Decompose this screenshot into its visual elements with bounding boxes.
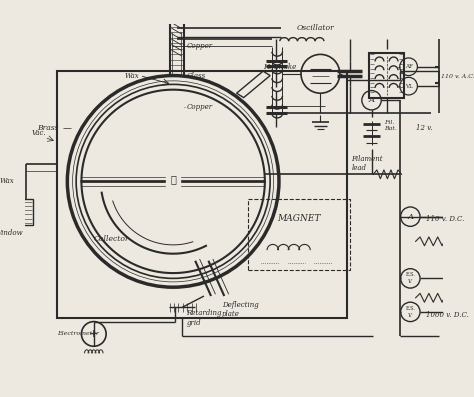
Text: Oscillator: Oscillator — [297, 24, 334, 32]
Text: Fil.
Bat.: Fil. Bat. — [384, 120, 397, 131]
Text: AF: AF — [405, 64, 412, 69]
Text: +: + — [89, 329, 99, 339]
Text: H₂ intake: H₂ intake — [263, 63, 296, 71]
Text: E.S.: E.S. — [405, 306, 415, 311]
Text: Deflecting
plate: Deflecting plate — [222, 301, 258, 318]
Text: Copper: Copper — [186, 42, 212, 50]
Text: VL: VL — [405, 84, 412, 89]
Text: 110 v. D.C.: 110 v. D.C. — [426, 215, 465, 223]
Text: Wax: Wax — [125, 71, 139, 79]
Text: Brass: Brass — [37, 125, 59, 133]
Text: 12 v.: 12 v. — [416, 125, 432, 133]
Text: E.S.: E.S. — [405, 272, 415, 278]
Text: Glass: Glass — [186, 72, 206, 81]
Text: A: A — [407, 213, 413, 221]
Polygon shape — [237, 71, 270, 98]
Text: Copper: Copper — [186, 103, 212, 111]
Text: MAGNET: MAGNET — [277, 214, 320, 223]
Text: Wax: Wax — [0, 177, 14, 185]
Text: Electrometer: Electrometer — [57, 331, 99, 336]
Bar — [17, 199, 33, 225]
Bar — [57, 71, 347, 318]
Text: Filament
lead: Filament lead — [351, 155, 383, 172]
Text: Vac.: Vac. — [32, 129, 46, 137]
Text: V.: V. — [408, 313, 413, 318]
Bar — [369, 53, 404, 98]
Bar — [248, 199, 349, 270]
Text: Collector: Collector — [94, 235, 129, 243]
Text: Retarding
grid: Retarding grid — [186, 309, 222, 327]
Text: Window: Window — [0, 229, 24, 237]
Text: A: A — [369, 96, 374, 104]
Text: 1000 v. D.C.: 1000 v. D.C. — [426, 310, 469, 318]
Text: V.: V. — [408, 279, 413, 284]
Text: 110 v. A.C.: 110 v. A.C. — [441, 74, 474, 79]
Text: ⋮: ⋮ — [170, 175, 176, 184]
